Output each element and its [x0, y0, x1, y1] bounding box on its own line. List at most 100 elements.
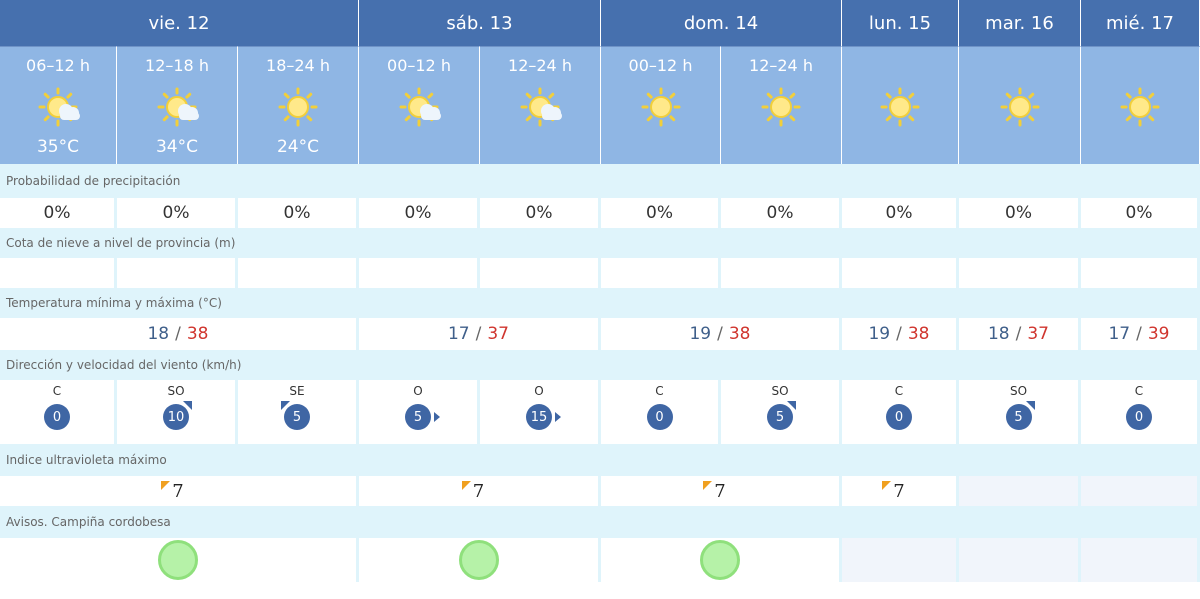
precip-value: 0% [842, 198, 959, 228]
period-label: 00–12 h [628, 56, 693, 75]
sun-icon [278, 87, 318, 127]
uv-marker-icon [161, 480, 171, 490]
sun-cloud-icon [157, 87, 199, 127]
wind-speed-badge: 5 [405, 404, 440, 430]
day-header: lun. 15 [842, 0, 959, 46]
uv-label: Indice ultravioleta máximo [0, 444, 1200, 476]
temp-minmax: 17/39 [1081, 318, 1200, 350]
temp-max: 38 [907, 324, 930, 344]
period-temperature: 34°C [155, 137, 198, 157]
temp-label: Temperatura mínima y máxima (°C) [0, 288, 1200, 318]
precip-value: 0% [601, 198, 721, 228]
sun-icon [641, 87, 680, 127]
temp-max: 39 [1147, 324, 1170, 344]
wind-direction: SO [1009, 384, 1028, 398]
precip-value: 0% [359, 198, 480, 228]
alert-level-green-icon[interactable] [158, 540, 198, 580]
temp-min: 19 [689, 324, 712, 344]
uv-cell: 7 [601, 476, 842, 506]
uv-marker-icon [882, 480, 892, 490]
uv-value: 7 [461, 480, 484, 502]
sun-cloud-icon [399, 87, 441, 127]
wind-speed-badge: 0 [886, 404, 912, 430]
precip-label: Probabilidad de precipitación [0, 164, 1200, 198]
temp-minmax: 18/37 [959, 318, 1081, 350]
precip-value: 0% [238, 198, 359, 228]
wind-arrow-icon [183, 401, 192, 410]
snow-value [359, 258, 480, 288]
wind-direction: O [534, 384, 544, 398]
day-header: mié. 17 [1081, 0, 1200, 46]
uv-cell: 7 [842, 476, 959, 506]
snow-value [1081, 258, 1200, 288]
wind-speed: 5 [775, 409, 785, 425]
snow-value [238, 258, 359, 288]
alert-empty [959, 538, 1081, 582]
temp-min: 18 [987, 324, 1010, 344]
period-label: 12–24 h [508, 56, 572, 75]
temp-minmax: 18/38 [0, 318, 359, 350]
period-cell: 06–12 h 35°C [0, 46, 117, 164]
wind-speed: 15 [530, 409, 548, 425]
day-header: vie. 12 [0, 0, 359, 46]
precip-value: 0% [1081, 198, 1200, 228]
period-cell [959, 46, 1081, 164]
sun-icon [1000, 87, 1039, 127]
uv-value: 7 [703, 480, 726, 502]
period-label: 00–12 h [387, 56, 451, 75]
wind-speed-badge: 5 [767, 401, 796, 430]
wind-direction: C [894, 384, 904, 398]
temp-min: 17 [1108, 324, 1131, 344]
alert-level-green-icon[interactable] [458, 540, 499, 580]
wind-arrow-icon [555, 412, 561, 422]
alert-empty [1081, 538, 1200, 582]
uv-value: 7 [882, 480, 905, 502]
period-cell: 12–24 h [480, 46, 601, 164]
precip-value: 0% [117, 198, 238, 228]
wind-speed-badge: 5 [281, 401, 310, 430]
sun-cloud-icon [520, 87, 562, 127]
wind-cell: O 15 [480, 380, 601, 444]
temp-min: 18 [147, 324, 170, 344]
precip-value: 0% [959, 198, 1081, 228]
snow-value [959, 258, 1081, 288]
period-temperature: 24°C [276, 137, 319, 157]
alert-cell [359, 538, 601, 582]
snow-value [842, 258, 959, 288]
wind-speed: 5 [292, 409, 302, 425]
wind-speed: 5 [413, 409, 423, 425]
period-label: 12–24 h [749, 56, 813, 75]
day-header: mar. 16 [959, 0, 1081, 46]
temp-min: 17 [447, 324, 470, 344]
alert-level-green-icon[interactable] [700, 540, 740, 580]
period-temperature: 35°C [36, 137, 79, 157]
wind-speed: 5 [1014, 409, 1023, 425]
wind-speed: 0 [894, 409, 904, 425]
period-label: 06–12 h [26, 56, 90, 75]
sun-icon [761, 87, 801, 127]
wind-direction: O [413, 384, 423, 398]
wind-direction: C [655, 384, 664, 398]
uv-empty [1081, 476, 1200, 506]
temp-max: 38 [728, 324, 751, 344]
day-header: sáb. 13 [359, 0, 601, 46]
alert-cell [601, 538, 842, 582]
uv-cell: 7 [359, 476, 601, 506]
temp-min: 19 [868, 324, 891, 344]
wind-speed-badge: 5 [1005, 401, 1035, 430]
wind-arrow-icon [787, 401, 796, 410]
period-label: 12–18 h [145, 56, 209, 75]
uv-marker-icon [703, 480, 713, 490]
uv-cell: 7 [0, 476, 359, 506]
separator: / [1015, 324, 1022, 344]
wind-cell: SO 10 [117, 380, 238, 444]
wind-cell: SO 5 [959, 380, 1081, 444]
alert-cell [0, 538, 359, 582]
wind-arrow-icon [1025, 401, 1035, 410]
period-cell: 00–12 h [359, 46, 480, 164]
sun-icon [880, 87, 920, 127]
snow-value [601, 258, 721, 288]
period-cell [1081, 46, 1200, 164]
